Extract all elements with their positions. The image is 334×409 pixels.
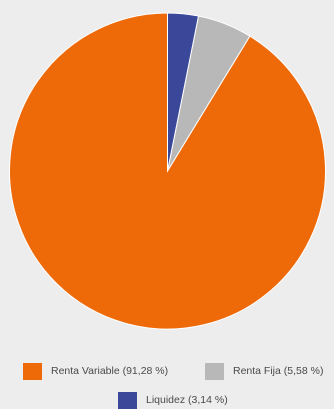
legend-item-renta-variable: Renta Variable (91,28 %): [23, 362, 168, 380]
pie-chart: [9, 12, 326, 330]
legend-swatch-renta-variable: [23, 362, 42, 380]
legend-swatch-liquidez: [118, 391, 137, 409]
legend-label-renta-variable: Renta Variable (91,28 %): [51, 365, 169, 377]
legend-label-liquidez: Liquidez (3,14 %): [146, 394, 228, 406]
legend-item-renta-fija: Renta Fija (5,58 %): [205, 362, 323, 380]
pie-slice-2: [167, 12, 200, 172]
legend-swatch-renta-fija: [205, 362, 224, 380]
legend-label-renta-fija: Renta Fija (5,58 %): [233, 365, 324, 377]
legend-item-liquidez: Liquidez (3,14 %): [118, 391, 228, 409]
